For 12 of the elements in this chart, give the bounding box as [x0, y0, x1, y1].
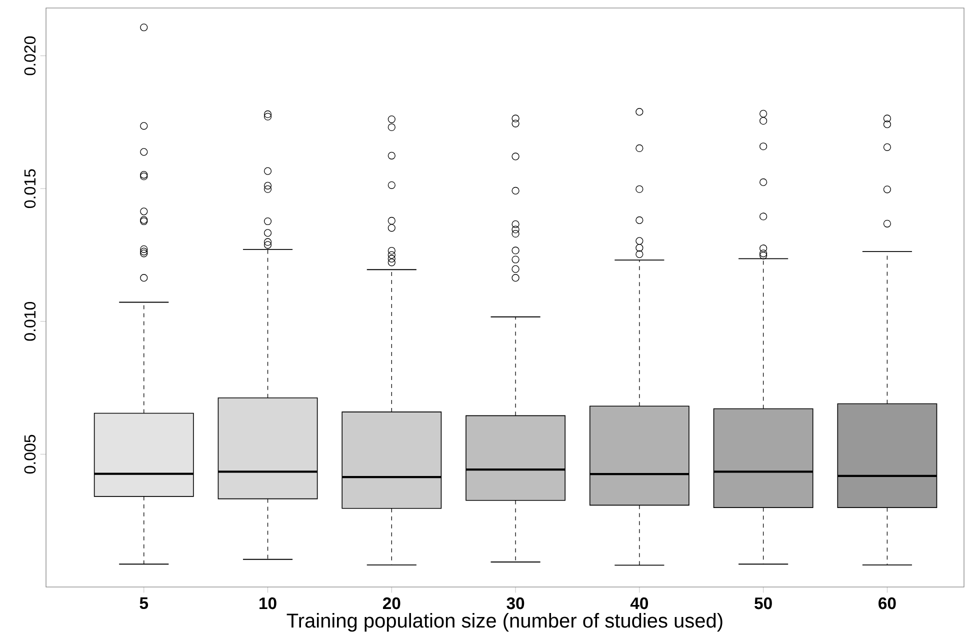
x-tick-label: 50	[754, 597, 772, 610]
x-tick-label: 10	[260, 597, 276, 610]
y-tick-label: 0.010	[24, 302, 36, 341]
x-tick-label: 60	[878, 597, 896, 610]
x-axis-title: Training population size (number of studies used)	[286, 613, 722, 632]
x-tick-label: 40	[630, 597, 648, 610]
y-tick-label: 0.020	[24, 36, 36, 76]
x-tick-label: 5	[140, 597, 148, 610]
x-tick-label: 20	[382, 597, 400, 610]
y-tick-label: 0.015	[24, 169, 36, 208]
x-tick-label: 30	[506, 597, 524, 610]
y-tick-label: 0.005	[24, 434, 36, 474]
